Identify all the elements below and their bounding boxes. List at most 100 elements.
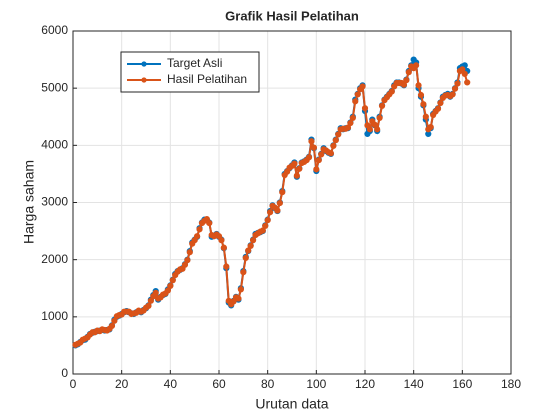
point-marker bbox=[378, 102, 386, 109]
point-marker bbox=[327, 150, 335, 157]
point-marker bbox=[413, 62, 420, 69]
y-tick-label: 1000 bbox=[41, 309, 68, 323]
point-marker bbox=[427, 123, 434, 131]
point-marker bbox=[318, 151, 325, 158]
y-tick-label: 6000 bbox=[41, 23, 68, 37]
point-marker bbox=[240, 269, 247, 276]
x-tick-label: 60 bbox=[212, 377, 226, 391]
point-marker bbox=[344, 124, 352, 131]
point-marker bbox=[347, 119, 354, 127]
point-marker bbox=[330, 142, 337, 150]
point-marker bbox=[293, 172, 300, 179]
y-tick-label: 4000 bbox=[41, 138, 68, 152]
point-marker bbox=[220, 244, 227, 251]
point-marker bbox=[206, 219, 213, 227]
point-marker bbox=[145, 302, 152, 310]
point-marker bbox=[245, 247, 252, 254]
point-marker bbox=[332, 137, 339, 144]
point-marker bbox=[405, 69, 412, 76]
point-marker bbox=[305, 154, 313, 161]
point-marker bbox=[388, 88, 395, 95]
point-marker bbox=[313, 166, 320, 173]
x-tick-label: 100 bbox=[306, 377, 326, 391]
point-marker bbox=[308, 138, 315, 145]
point-marker bbox=[218, 237, 225, 244]
x-tick-label: 80 bbox=[261, 377, 275, 391]
point-marker bbox=[223, 263, 230, 270]
point-marker bbox=[354, 91, 361, 98]
legend-marker bbox=[141, 61, 147, 67]
point-marker bbox=[181, 261, 189, 268]
x-tick-label: 160 bbox=[452, 377, 472, 391]
point-marker bbox=[147, 297, 154, 304]
point-marker bbox=[279, 189, 286, 196]
point-marker bbox=[276, 199, 283, 207]
point-marker bbox=[434, 105, 442, 112]
x-tick-label: 40 bbox=[164, 377, 178, 391]
point-marker bbox=[437, 99, 444, 107]
point-marker bbox=[264, 217, 271, 224]
point-marker bbox=[417, 91, 425, 99]
point-marker bbox=[291, 160, 298, 167]
point-marker bbox=[235, 295, 242, 302]
point-marker bbox=[242, 254, 249, 262]
y-tick-label: 0 bbox=[61, 366, 68, 380]
point-marker bbox=[296, 165, 303, 172]
point-marker bbox=[249, 237, 257, 244]
y-axis-label: Harga saham bbox=[21, 160, 37, 244]
point-marker bbox=[274, 207, 281, 214]
point-marker bbox=[415, 82, 422, 89]
point-marker bbox=[152, 289, 159, 296]
point-marker bbox=[352, 98, 359, 105]
point-marker bbox=[262, 222, 269, 230]
y-tick-label: 5000 bbox=[41, 80, 68, 94]
point-marker bbox=[310, 144, 317, 151]
point-marker bbox=[371, 121, 378, 128]
axes-box bbox=[72, 30, 512, 375]
x-axis-label: Urutan data bbox=[255, 396, 328, 412]
point-marker bbox=[247, 242, 254, 250]
point-marker bbox=[464, 79, 471, 86]
legend-box bbox=[120, 51, 260, 93]
point-marker bbox=[196, 226, 203, 233]
y-tick-label: 2000 bbox=[41, 252, 68, 266]
point-marker bbox=[167, 282, 174, 290]
legend-marker bbox=[141, 77, 147, 83]
x-tick-label: 120 bbox=[355, 377, 375, 391]
point-marker bbox=[359, 83, 366, 90]
point-marker bbox=[111, 317, 118, 324]
point-marker bbox=[459, 66, 466, 73]
y-tick-label: 3000 bbox=[41, 195, 68, 209]
x-tick-label: 20 bbox=[115, 377, 129, 391]
point-marker bbox=[366, 126, 373, 133]
x-tick-label: 140 bbox=[404, 377, 424, 391]
point-marker bbox=[237, 286, 244, 293]
legend-label: Target Asli bbox=[167, 56, 222, 70]
point-marker bbox=[184, 257, 191, 264]
point-marker bbox=[454, 80, 461, 87]
chart-title: Grafik Hasil Pelatihan bbox=[225, 8, 359, 23]
point-marker bbox=[451, 85, 459, 92]
point-marker bbox=[315, 157, 322, 164]
point-marker bbox=[361, 105, 369, 112]
point-marker bbox=[400, 81, 408, 88]
legend-label: Hasil Pelatihan bbox=[167, 72, 247, 86]
point-marker bbox=[403, 77, 410, 84]
point-marker bbox=[449, 91, 456, 98]
point-marker bbox=[186, 249, 193, 256]
point-marker bbox=[422, 113, 429, 120]
point-marker bbox=[461, 70, 468, 77]
point-marker bbox=[164, 287, 171, 294]
point-marker bbox=[259, 227, 266, 234]
point-marker bbox=[349, 114, 356, 121]
point-marker bbox=[169, 277, 176, 284]
point-marker bbox=[267, 209, 274, 216]
x-tick-label: 180 bbox=[501, 377, 521, 391]
point-marker bbox=[376, 114, 383, 121]
point-marker bbox=[335, 131, 342, 138]
point-marker bbox=[108, 322, 116, 330]
point-marker bbox=[420, 101, 427, 108]
legend: Target Asli Hasil Pelatihan bbox=[120, 51, 260, 93]
x-tick-label: 0 bbox=[70, 377, 77, 391]
